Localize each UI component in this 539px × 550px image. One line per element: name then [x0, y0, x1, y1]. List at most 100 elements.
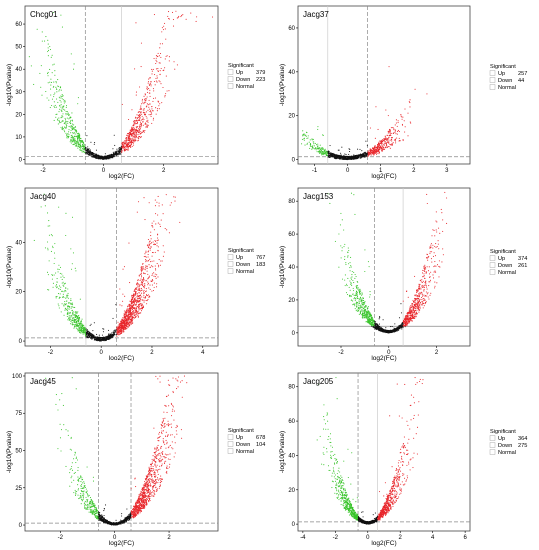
- data-point: [151, 68, 153, 70]
- data-point: [129, 313, 131, 315]
- data-point: [54, 106, 56, 108]
- data-point: [137, 311, 139, 313]
- data-point: [151, 242, 153, 244]
- data-point: [55, 296, 57, 298]
- data-point: [436, 245, 438, 248]
- data-point: [320, 147, 322, 149]
- data-point: [399, 139, 401, 142]
- data-point: [423, 290, 425, 292]
- data-point: [72, 306, 74, 308]
- data-point: [352, 156, 354, 158]
- data-point: [66, 297, 68, 299]
- data-point: [149, 249, 151, 251]
- data-point: [146, 86, 148, 88]
- data-point: [142, 306, 144, 308]
- data-point: [165, 93, 167, 95]
- data-point: [150, 238, 152, 240]
- data-point: [119, 150, 121, 153]
- y-tick-label: 60: [15, 22, 22, 28]
- data-point: [407, 112, 409, 114]
- data-point: [126, 134, 128, 136]
- data-point: [385, 137, 387, 139]
- data-point: [72, 127, 74, 129]
- data-point: [121, 320, 123, 322]
- data-point: [341, 146, 343, 148]
- data-point: [375, 147, 377, 149]
- data-point: [49, 225, 51, 227]
- data-point: [86, 148, 88, 150]
- data-point: [143, 268, 145, 270]
- x-tick-label: 2: [150, 350, 154, 356]
- data-point: [83, 331, 85, 333]
- data-point: [149, 243, 151, 246]
- x-tick-label: 3: [445, 168, 449, 174]
- data-point: [134, 116, 137, 118]
- data-point: [144, 297, 146, 299]
- data-point: [78, 328, 80, 330]
- data-point: [98, 340, 101, 342]
- data-point: [162, 70, 164, 72]
- data-point: [49, 107, 51, 109]
- data-point: [438, 265, 440, 267]
- data-point: [47, 212, 49, 214]
- data-point: [132, 311, 134, 313]
- data-point: [102, 338, 104, 340]
- data-point: [61, 110, 63, 112]
- data-point: [157, 52, 159, 54]
- data-point: [301, 138, 303, 140]
- legend-label-down: Down: [498, 78, 512, 84]
- data-point: [86, 151, 88, 153]
- data-point: [129, 132, 131, 134]
- data-point: [96, 333, 98, 336]
- data-point: [62, 95, 64, 97]
- data-point: [320, 149, 322, 151]
- data-point: [73, 68, 75, 70]
- data-point: [60, 86, 62, 88]
- data-point: [142, 299, 144, 301]
- legend-swatch-down: [227, 261, 234, 267]
- data-point: [357, 156, 359, 158]
- data-point: [388, 141, 390, 143]
- data-point: [74, 306, 76, 308]
- data-point: [125, 139, 127, 141]
- data-point: [105, 158, 107, 160]
- data-point: [79, 329, 81, 331]
- data-point: [125, 310, 127, 312]
- data-point: [360, 156, 362, 159]
- data-point: [121, 305, 123, 307]
- data-point: [143, 276, 145, 279]
- volcano-panel-jacg153: -2 0 2020406080Jacg153log2(FC)-log10(Pvalu…: [279, 187, 527, 362]
- data-point: [67, 312, 69, 314]
- data-point: [142, 120, 144, 122]
- data-point: [422, 302, 425, 304]
- data-point: [132, 303, 134, 305]
- data-point: [64, 307, 66, 309]
- data-point: [123, 329, 125, 331]
- data-point: [150, 115, 152, 117]
- data-point: [119, 147, 121, 149]
- data-point: [379, 144, 381, 146]
- data-point: [47, 43, 49, 45]
- data-point: [115, 150, 117, 152]
- data-point: [140, 274, 142, 276]
- data-point: [128, 136, 130, 138]
- data-point: [75, 270, 77, 272]
- data-point: [68, 315, 70, 317]
- data-point: [131, 145, 133, 147]
- x-axis-label: loo2(FC): [109, 355, 134, 362]
- x-axis-label: log2(FC): [109, 173, 134, 180]
- data-point: [94, 157, 96, 159]
- data-point: [318, 150, 321, 152]
- data-point: [135, 315, 137, 318]
- data-point: [397, 122, 399, 124]
- data-point: [68, 134, 70, 136]
- data-point: [152, 68, 154, 70]
- data-point: [74, 314, 77, 317]
- x-axis-label: log2(FC): [371, 173, 396, 180]
- data-point: [145, 288, 147, 290]
- data-point: [80, 322, 82, 324]
- data-point: [55, 285, 57, 287]
- data-point: [82, 331, 84, 333]
- data-point: [432, 255, 435, 257]
